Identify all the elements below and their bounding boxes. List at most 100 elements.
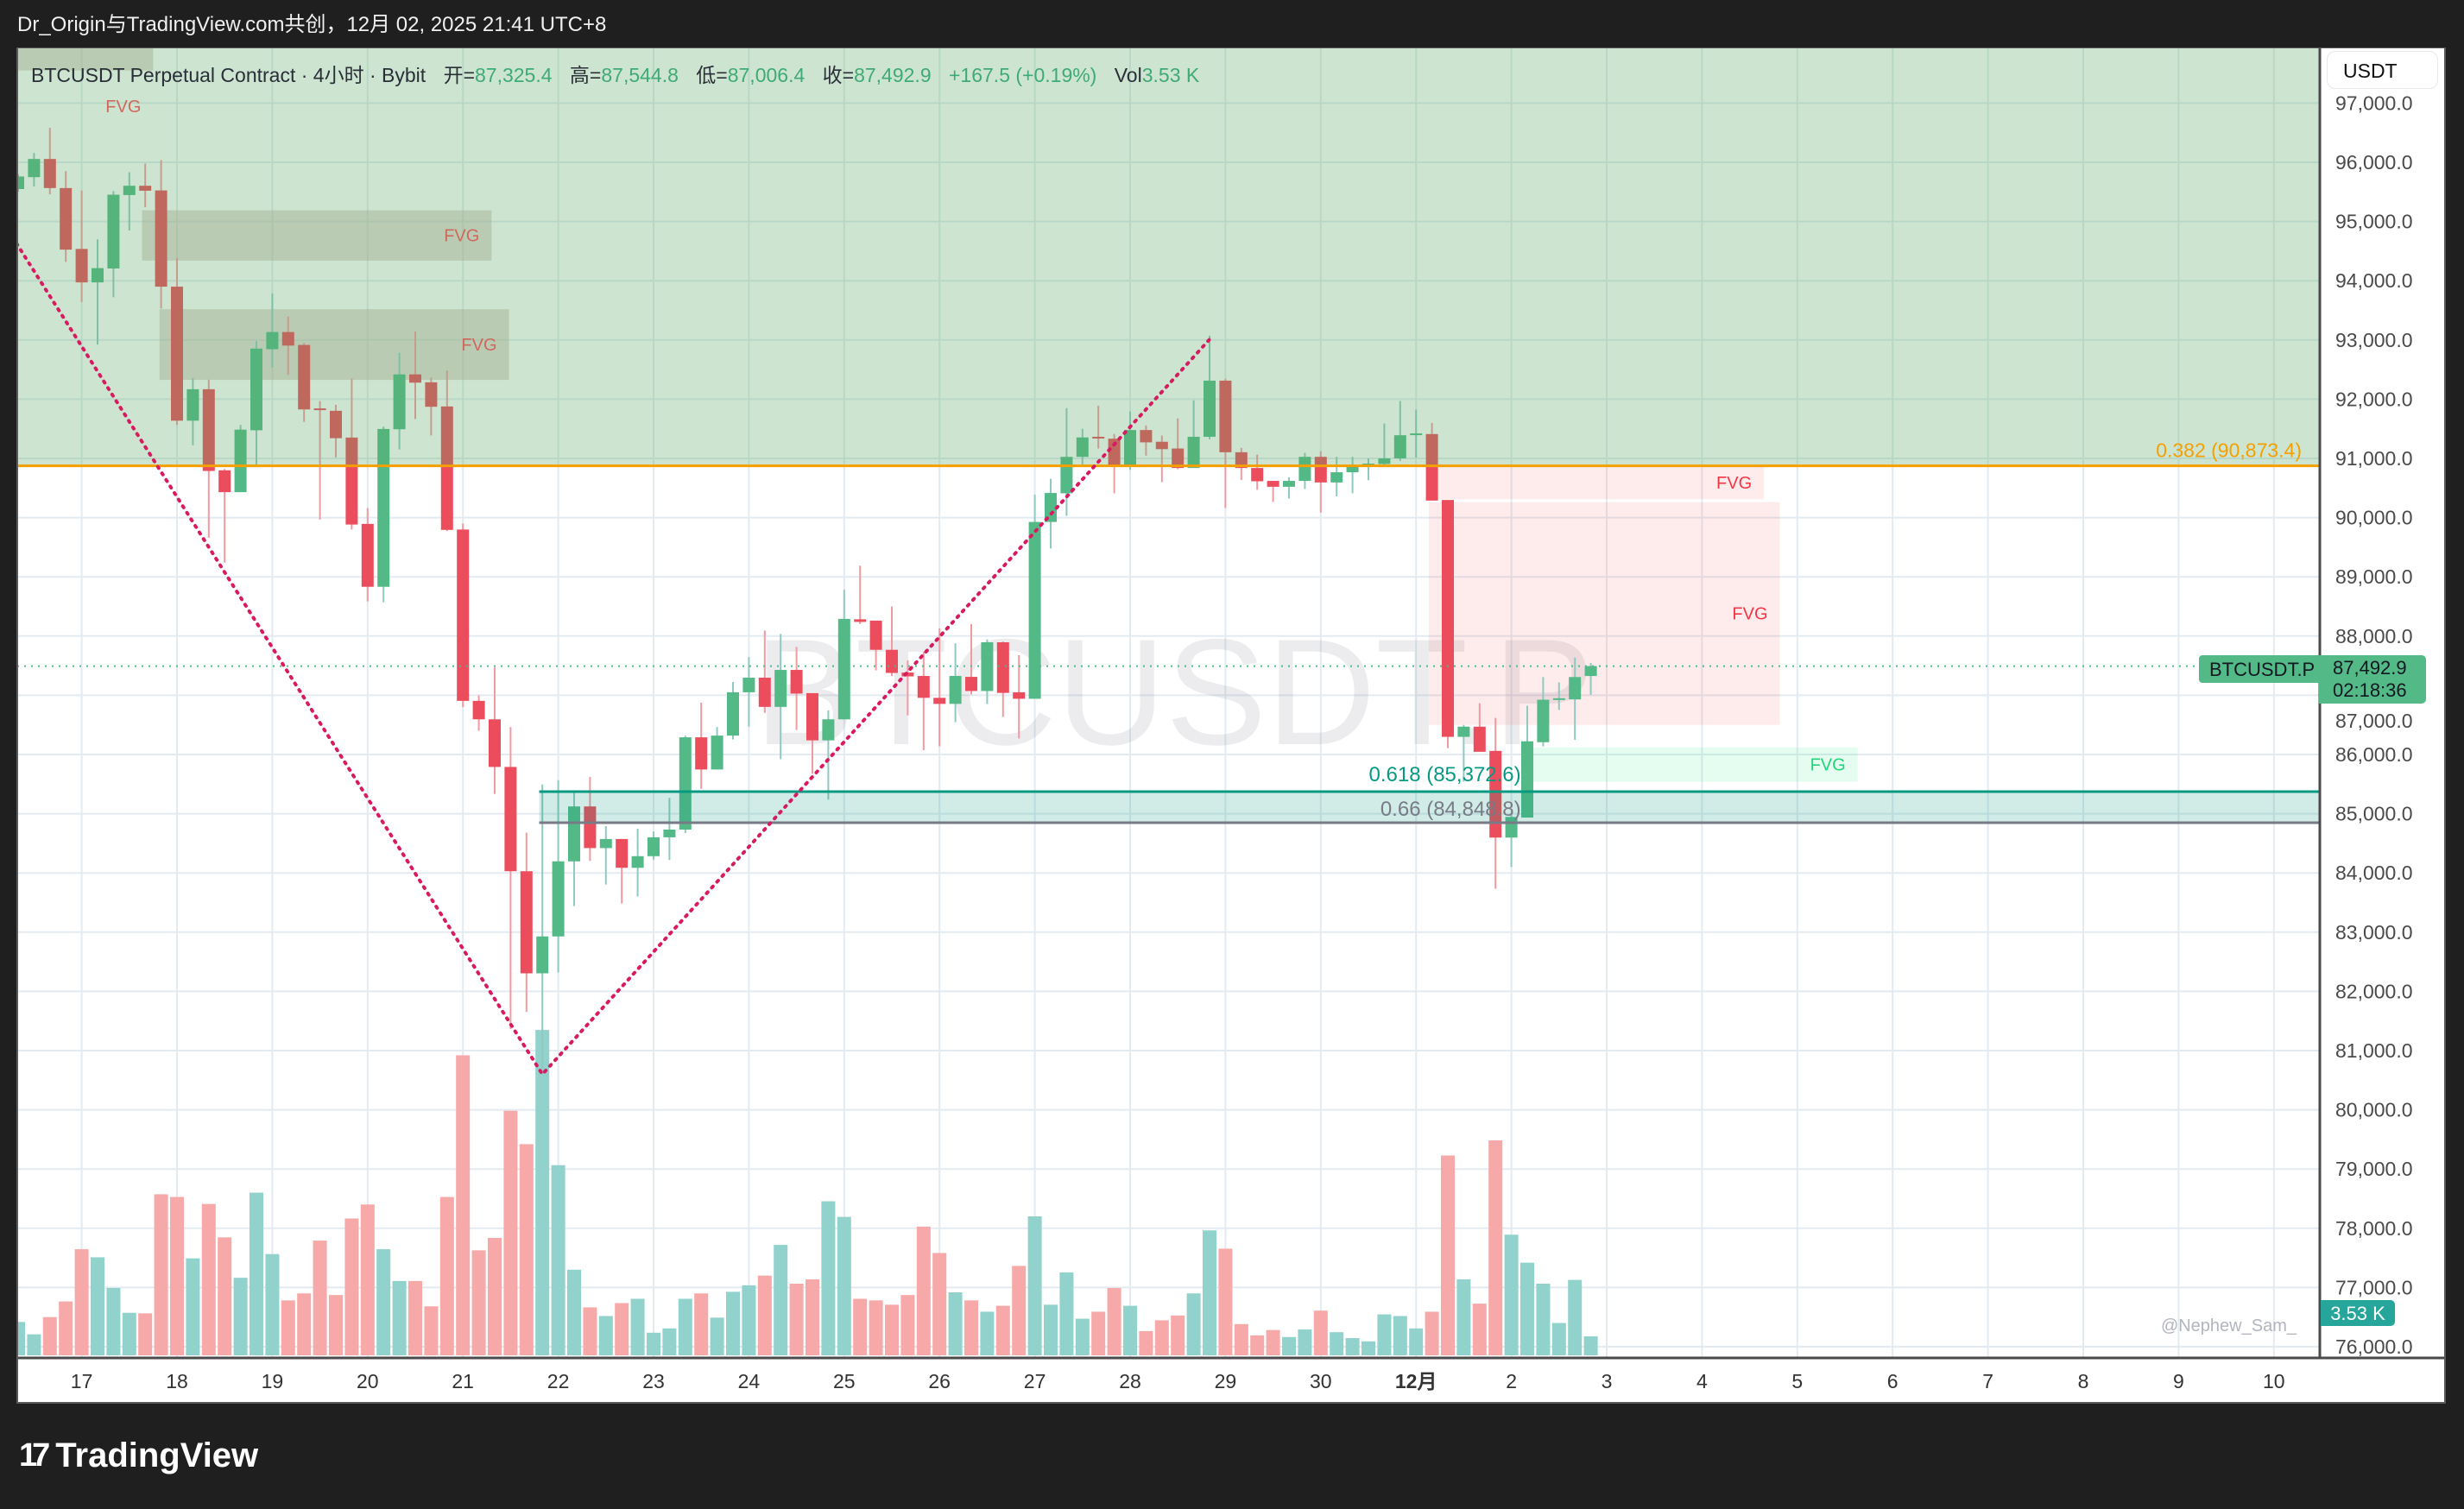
fvg-label: FVG (1810, 756, 1846, 775)
candle-body (1393, 435, 1406, 458)
candle-body (1267, 481, 1279, 487)
volume-bar (1266, 1329, 1280, 1355)
fvg-zone (17, 47, 154, 71)
time-axis-tick: 4 (1696, 1370, 1708, 1392)
volume-bar (1393, 1316, 1407, 1355)
volume-bar (1250, 1335, 1265, 1355)
volume-bar (201, 1203, 216, 1355)
candle-body (1155, 441, 1168, 450)
volume-bar (551, 1165, 565, 1355)
low-value: 87,006.4 (727, 64, 806, 86)
price-axis-tick: 91,000.0 (2335, 447, 2413, 470)
tradingview-logo[interactable]: 17 TradingView (19, 1436, 258, 1475)
candle-body (1283, 481, 1295, 487)
price-axis-tick: 86,000.0 (2335, 743, 2413, 766)
close-value: 87,492.9 (854, 64, 932, 86)
fvg-zone (1428, 465, 1765, 500)
volume-bar (598, 1316, 613, 1355)
time-axis-tick: 2 (1506, 1370, 1517, 1392)
candle-body (837, 618, 850, 720)
volume-bar (535, 1030, 550, 1355)
symbol-description[interactable]: BTCUSDT Perpetual Contract · 4小时 · Bybit (31, 64, 426, 86)
candle-body (250, 348, 262, 431)
volume-bar (27, 1334, 41, 1355)
price-axis-tick: 80,000.0 (2335, 1099, 2413, 1121)
volume-bar (853, 1298, 868, 1355)
candle-body (996, 642, 1009, 693)
time-axis-tick: 28 (1119, 1370, 1141, 1392)
tradingview-logo-icon: 17 (19, 1437, 50, 1474)
candle-body (758, 678, 771, 707)
volume-bar (567, 1269, 581, 1355)
volume-bar (1091, 1311, 1106, 1355)
time-axis-tick: 25 (833, 1370, 856, 1392)
candle-body (425, 382, 438, 407)
volume-bar (424, 1306, 439, 1355)
volume-bar (1345, 1338, 1360, 1355)
candle-body (869, 620, 882, 650)
candle-body (457, 529, 470, 701)
volume-bar (900, 1295, 915, 1355)
volume-bar (757, 1275, 772, 1355)
fib-label-0382: 0.382 (90,873.4) (2156, 439, 2302, 462)
price-axis-tick: 87,000.0 (2335, 710, 2413, 732)
candle-body (1552, 698, 1565, 700)
volume-bar (59, 1301, 73, 1355)
volume-bar (392, 1280, 407, 1355)
volume-bar (837, 1216, 851, 1355)
candle-body (330, 410, 342, 439)
candle-body (648, 837, 660, 856)
volume-bar (1027, 1216, 1042, 1355)
fvg-zone (142, 210, 492, 261)
premium-zone (17, 47, 2319, 466)
candle-body (727, 691, 739, 736)
open-label: 开= (443, 64, 475, 86)
volume-bar (726, 1291, 740, 1355)
candle-body (1251, 468, 1264, 482)
candle-body (1298, 457, 1311, 482)
time-axis-tick: 19 (262, 1370, 284, 1392)
author-tag: @Nephew_Sam_ (2161, 1316, 2297, 1335)
volume-bar (1154, 1320, 1169, 1355)
candle-body (440, 406, 453, 530)
candle-body (1410, 433, 1423, 436)
candle-body (520, 871, 533, 974)
price-axis-tick: 95,000.0 (2335, 211, 2413, 233)
candle-body (742, 678, 755, 692)
volume-bar (948, 1291, 963, 1355)
zigzag-line[interactable] (16, 242, 1211, 1077)
volume-bar (1472, 1304, 1487, 1355)
candle-body (1521, 741, 1533, 818)
high-value: 87,544.8 (601, 64, 679, 86)
candle-body (663, 829, 676, 837)
volume-bar (869, 1300, 883, 1355)
candle-body (1028, 521, 1041, 699)
price-axis-tick: 84,000.0 (2335, 862, 2413, 884)
candle-body (679, 737, 692, 830)
candle-body (155, 190, 167, 287)
time-axis-tick: 29 (1215, 1370, 1237, 1392)
candle-body (234, 429, 247, 493)
candle-body (1076, 437, 1089, 458)
volume-bar (995, 1305, 1010, 1355)
candle-body (1378, 458, 1391, 464)
price-axis-tick: 82,000.0 (2335, 980, 2413, 1002)
high-label: 高= (569, 64, 602, 86)
volume-label: Vol (1114, 64, 1142, 86)
price-axis-tick: 93,000.0 (2335, 329, 2413, 351)
price-axis-tick: 81,000.0 (2335, 1039, 2413, 1062)
fib-band (539, 792, 2319, 823)
candle-body (711, 736, 723, 770)
candle-body (536, 936, 549, 974)
candle-body (1346, 466, 1359, 473)
chart-frame (16, 47, 2446, 1404)
volume-bar (1583, 1335, 1598, 1355)
price-axis-tick: 88,000.0 (2335, 625, 2413, 647)
last-price-value: 87,492.9 (2333, 657, 2407, 679)
price-axis-tick: 83,000.0 (2335, 921, 2413, 944)
currency-button[interactable]: USDT (2327, 51, 2438, 89)
volume-bar (186, 1258, 200, 1355)
time-axis[interactable] (17, 1357, 2445, 1403)
volume-bar (297, 1293, 312, 1355)
